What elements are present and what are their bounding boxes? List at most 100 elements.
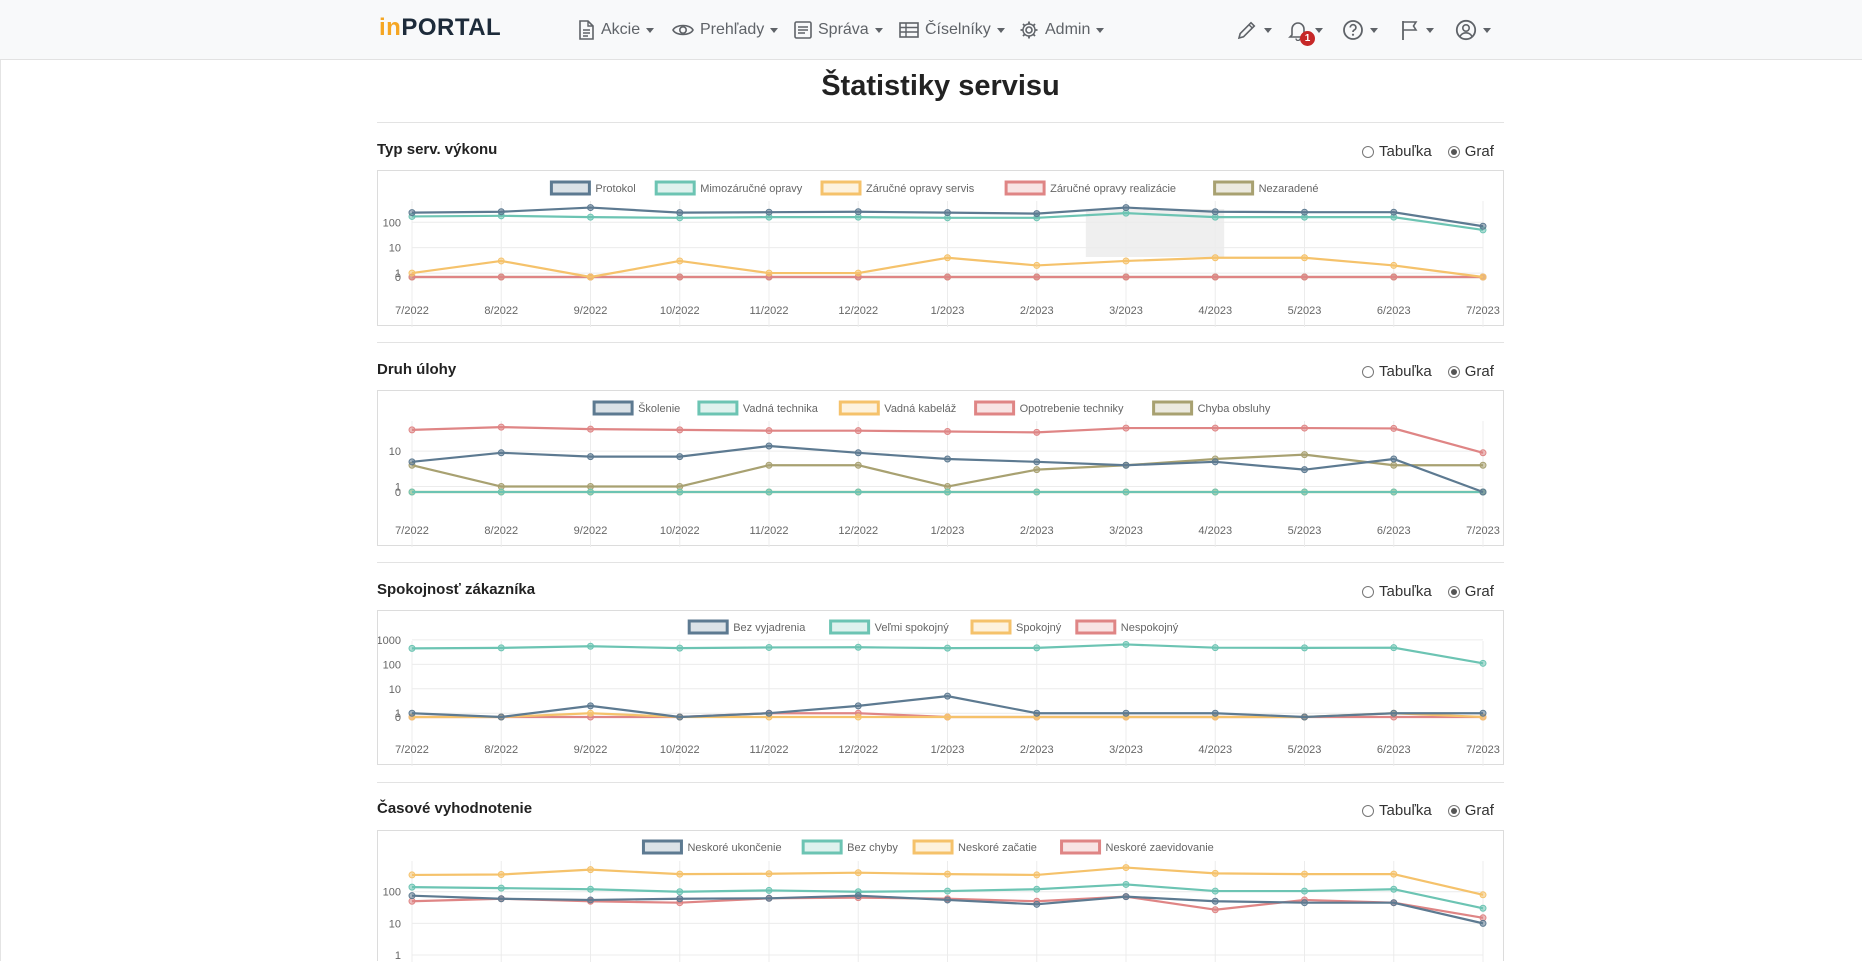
legend-item[interactable]: Bez chyby xyxy=(801,839,898,855)
data-point[interactable] xyxy=(1390,424,1398,432)
data-point[interactable] xyxy=(1211,869,1219,877)
data-point[interactable] xyxy=(944,488,951,496)
data-point[interactable] xyxy=(676,895,684,903)
data-point[interactable] xyxy=(854,449,862,457)
data-point[interactable] xyxy=(1301,254,1308,262)
data-point[interactable] xyxy=(587,709,594,717)
legend-item[interactable]: Protokol xyxy=(549,180,636,196)
data-point[interactable] xyxy=(676,426,684,434)
legend-item[interactable]: Nespokojný xyxy=(1075,619,1179,635)
data-point[interactable] xyxy=(1479,222,1487,230)
data-point[interactable] xyxy=(676,888,684,896)
data-point[interactable] xyxy=(497,423,505,431)
language-menu[interactable] xyxy=(1400,17,1434,43)
data-point[interactable] xyxy=(1033,458,1041,466)
legend-item[interactable]: Neskoré zaevidovanie xyxy=(1060,839,1214,855)
data-point[interactable] xyxy=(408,644,416,652)
data-point[interactable] xyxy=(1211,273,1219,281)
data-point[interactable] xyxy=(408,426,416,434)
radio-table[interactable] xyxy=(1362,585,1374,598)
data-point[interactable] xyxy=(1122,273,1130,281)
data-point[interactable] xyxy=(497,713,505,721)
help-menu[interactable] xyxy=(1342,17,1378,43)
data-point[interactable] xyxy=(1211,458,1219,466)
data-point[interactable] xyxy=(408,488,416,496)
data-point[interactable] xyxy=(1479,461,1487,469)
data-point[interactable] xyxy=(1033,885,1041,893)
data-point[interactable] xyxy=(587,204,594,212)
data-point[interactable] xyxy=(408,209,416,217)
data-point[interactable] xyxy=(1390,273,1398,281)
data-point[interactable] xyxy=(765,709,773,717)
legend-item[interactable]: Vadná technika xyxy=(697,400,819,416)
data-point[interactable] xyxy=(408,269,416,277)
data-point[interactable] xyxy=(1211,709,1219,717)
legend-item[interactable]: Veľmi spokojný xyxy=(829,619,950,635)
data-point[interactable] xyxy=(1033,488,1041,496)
data-point[interactable] xyxy=(1122,893,1130,901)
data-point[interactable] xyxy=(1033,428,1041,436)
data-point[interactable] xyxy=(676,644,684,652)
data-point[interactable] xyxy=(1301,899,1308,907)
edit-menu[interactable] xyxy=(1236,17,1272,43)
data-point[interactable] xyxy=(408,892,416,900)
notifications-menu[interactable]: 1 xyxy=(1287,17,1323,46)
data-point[interactable] xyxy=(408,709,416,717)
data-point[interactable] xyxy=(765,442,773,450)
data-point[interactable] xyxy=(1122,424,1130,432)
legend-item[interactable]: Bez vyjadrenia xyxy=(687,619,806,635)
data-point[interactable] xyxy=(854,643,862,651)
legend-item[interactable]: Záručné opravy servis xyxy=(820,180,975,196)
data-point[interactable] xyxy=(408,458,416,466)
data-point[interactable] xyxy=(587,885,594,893)
data-point[interactable] xyxy=(944,870,951,878)
data-point[interactable] xyxy=(1390,461,1398,469)
data-point[interactable] xyxy=(944,692,951,700)
data-point[interactable] xyxy=(1211,897,1219,905)
data-point[interactable] xyxy=(497,449,505,457)
data-point[interactable] xyxy=(1301,451,1308,459)
data-point[interactable] xyxy=(1033,900,1041,908)
radio-graph[interactable] xyxy=(1447,585,1460,598)
data-point[interactable] xyxy=(765,208,773,216)
data-point[interactable] xyxy=(1479,904,1487,912)
data-point[interactable] xyxy=(1479,659,1487,667)
legend-item[interactable]: Opotrebenie techniky xyxy=(974,400,1124,416)
data-point[interactable] xyxy=(1301,488,1308,496)
data-point[interactable] xyxy=(1479,919,1487,927)
data-point[interactable] xyxy=(587,273,594,281)
legend-item[interactable]: Neskoré ukončenie xyxy=(641,839,782,855)
data-point[interactable] xyxy=(587,642,594,650)
data-point[interactable] xyxy=(765,488,773,496)
data-point[interactable] xyxy=(1033,709,1041,717)
data-point[interactable] xyxy=(1033,261,1041,269)
radio-graph[interactable] xyxy=(1447,804,1460,817)
data-point[interactable] xyxy=(1390,455,1398,463)
data-point[interactable] xyxy=(1122,204,1130,212)
data-point[interactable] xyxy=(1390,644,1398,652)
data-point[interactable] xyxy=(1211,208,1219,216)
data-point[interactable] xyxy=(408,871,416,879)
data-point[interactable] xyxy=(765,461,773,469)
radio-table[interactable] xyxy=(1362,145,1374,158)
data-point[interactable] xyxy=(1122,461,1130,469)
data-point[interactable] xyxy=(1211,887,1219,895)
data-point[interactable] xyxy=(944,455,951,463)
data-point[interactable] xyxy=(944,273,951,281)
data-point[interactable] xyxy=(497,884,505,892)
data-point[interactable] xyxy=(765,886,773,894)
data-point[interactable] xyxy=(1390,899,1398,907)
data-point[interactable] xyxy=(1479,273,1487,281)
data-point[interactable] xyxy=(854,892,862,900)
data-point[interactable] xyxy=(1122,864,1130,872)
data-point[interactable] xyxy=(497,871,505,879)
data-point[interactable] xyxy=(676,870,684,878)
legend-item[interactable]: Záručné opravy realizácie xyxy=(1004,180,1176,196)
data-point[interactable] xyxy=(1211,424,1219,432)
data-point[interactable] xyxy=(497,895,505,903)
data-point[interactable] xyxy=(1390,709,1398,717)
data-point[interactable] xyxy=(497,208,505,216)
data-point[interactable] xyxy=(944,644,951,652)
data-point[interactable] xyxy=(944,713,951,721)
data-point[interactable] xyxy=(765,269,773,277)
